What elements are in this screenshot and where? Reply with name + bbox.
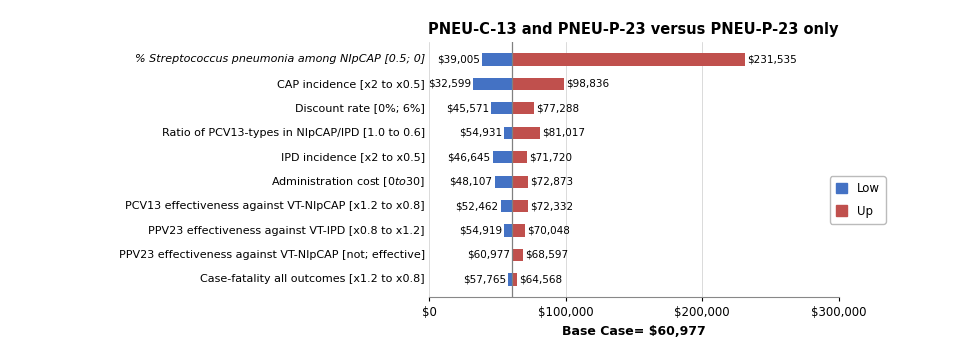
Text: IPD incidence [x2 to x0.5]: IPD incidence [x2 to x0.5] — [281, 152, 425, 162]
Text: % ​Streptococcus pneumonia​ among NIpCAP [0.5; 0]: % ​Streptococcus pneumonia​ among NIpCAP… — [135, 54, 425, 65]
X-axis label: Base Case= $60,977: Base Case= $60,977 — [562, 325, 706, 339]
Text: $98,836: $98,836 — [566, 79, 609, 89]
Text: $32,599: $32,599 — [428, 79, 472, 89]
Bar — [512, 78, 564, 90]
Text: PPV23 effectiveness against VT-IPD [x0.8 to x1.2]: PPV23 effectiveness against VT-IPD [x0.8… — [148, 226, 425, 235]
Bar — [512, 249, 523, 261]
Bar — [512, 151, 526, 163]
Bar — [512, 175, 528, 188]
Bar — [500, 200, 512, 212]
Text: CAP incidence [x2 to x0.5]: CAP incidence [x2 to x0.5] — [277, 79, 425, 89]
Bar — [474, 78, 512, 90]
Text: $72,332: $72,332 — [529, 201, 573, 211]
Bar — [504, 225, 512, 237]
Bar — [512, 200, 527, 212]
Text: $70,048: $70,048 — [526, 226, 569, 235]
Bar — [512, 273, 517, 286]
Bar — [494, 175, 512, 188]
Text: $54,919: $54,919 — [459, 226, 502, 235]
Text: $54,931: $54,931 — [459, 128, 502, 138]
Text: $60,977: $60,977 — [467, 250, 510, 260]
Bar — [512, 127, 539, 139]
Text: $81,017: $81,017 — [542, 128, 585, 138]
Bar — [508, 273, 512, 286]
Text: $57,765: $57,765 — [463, 274, 506, 285]
Bar — [512, 102, 534, 114]
Text: $46,645: $46,645 — [448, 152, 490, 162]
Text: $48,107: $48,107 — [449, 176, 492, 187]
Text: PCV13 effectiveness against VT-NIpCAP [x1.2 to x0.8]: PCV13 effectiveness against VT-NIpCAP [x… — [125, 201, 425, 211]
Text: $64,568: $64,568 — [519, 274, 563, 285]
Text: Case-fatality all outcomes [x1.2 to x0.8]: Case-fatality all outcomes [x1.2 to x0.8… — [200, 274, 425, 285]
Bar — [491, 102, 512, 114]
Bar — [512, 225, 525, 237]
Bar — [492, 151, 512, 163]
Title: PNEU-C-13 and PNEU-P-23 versus PNEU-P-23 only: PNEU-C-13 and PNEU-P-23 versus PNEU-P-23… — [428, 22, 839, 37]
Text: $52,462: $52,462 — [455, 201, 498, 211]
Text: Ratio of PCV13-types in NIpCAP/IPD [1.0 to 0.6]: Ratio of PCV13-types in NIpCAP/IPD [1.0 … — [162, 128, 425, 138]
Bar — [512, 53, 745, 66]
Text: Discount rate [0%; 6%]: Discount rate [0%; 6%] — [295, 103, 425, 113]
Text: $39,005: $39,005 — [438, 54, 481, 65]
Text: $231,535: $231,535 — [747, 54, 797, 65]
Bar — [483, 53, 512, 66]
Text: Administration cost [$0 to $30]: Administration cost [$0 to $30] — [271, 175, 425, 189]
Text: PPV23 effectiveness against VT-NIpCAP [not; effective]: PPV23 effectiveness against VT-NIpCAP [n… — [119, 250, 425, 260]
Bar — [504, 127, 512, 139]
Legend: Low, Up: Low, Up — [830, 176, 886, 223]
Text: $71,720: $71,720 — [529, 152, 572, 162]
Text: $77,288: $77,288 — [536, 103, 580, 113]
Text: $68,597: $68,597 — [525, 250, 567, 260]
Text: $72,873: $72,873 — [530, 176, 573, 187]
Text: $45,571: $45,571 — [446, 103, 489, 113]
